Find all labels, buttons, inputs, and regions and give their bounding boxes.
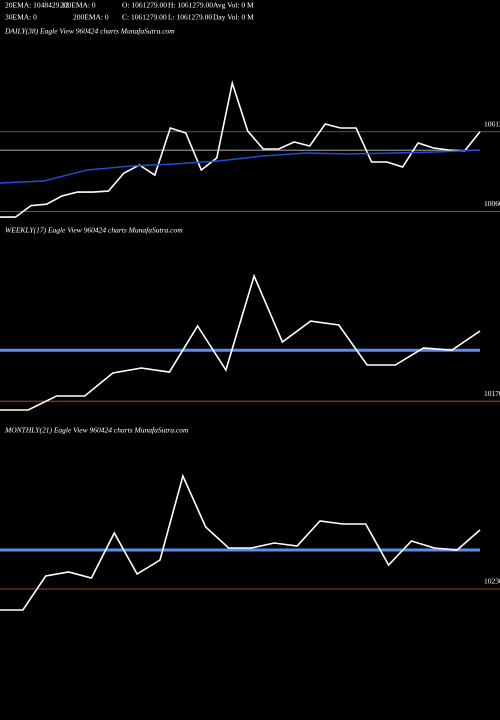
header-stat: 200EMA: 0 [60, 1, 96, 10]
panel-title: MONTHLY(21) Eagle View 960424 charts Mun… [4, 426, 189, 435]
price-line [0, 273, 481, 411]
header-stat: Day Vol: 0 M [213, 13, 254, 22]
panel-title: WEEKLY(17) Eagle View 960424 charts Muna… [5, 226, 183, 235]
price-line [0, 473, 481, 611]
header-stat: Avg Vol: 0 M [213, 1, 254, 10]
header-stat: H: 1061279.00 [168, 1, 213, 10]
header-stat: 200EMA: 0 [73, 13, 109, 22]
panel-title: DAILY(38) Eagle View 960424 charts Munaf… [4, 27, 175, 36]
price-line [0, 79, 481, 218]
price-line [0, 149, 481, 184]
header-stat: 30EMA: 0 [5, 13, 37, 22]
y-tick-label: 1006000 [484, 199, 500, 208]
header-stat: 20EMA: 1048429.12 [5, 1, 69, 10]
header-stat: O: 1061279.00 [122, 1, 167, 10]
header-stat: C: 1061279.00 [122, 13, 167, 22]
header-stat: L: 1061279.00 [168, 13, 212, 22]
y-tick-label: 1061279 [484, 119, 500, 128]
y-tick-label: 1023000 [484, 577, 500, 586]
y-tick-label: 1017000 [484, 389, 500, 398]
